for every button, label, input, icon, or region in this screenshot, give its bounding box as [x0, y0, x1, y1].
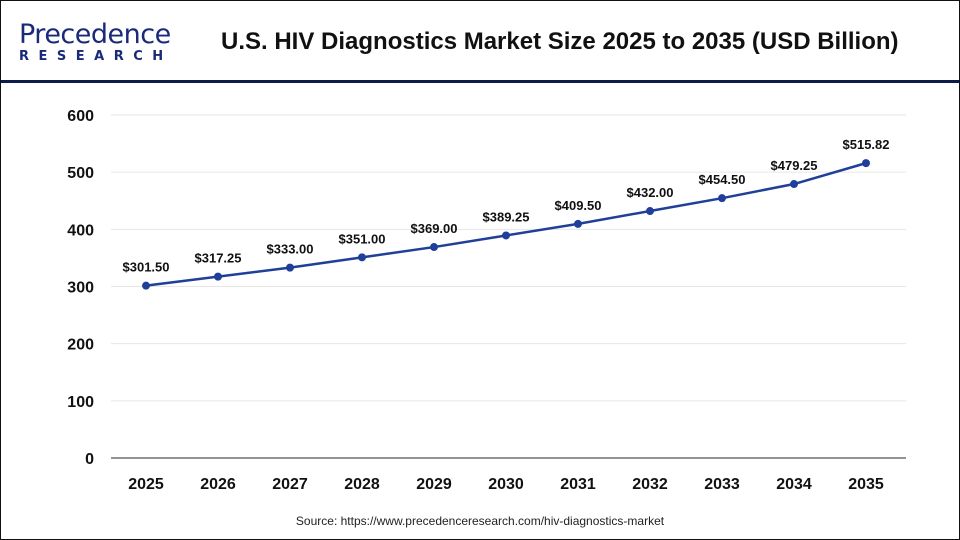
source-note: Source: https://www.precedenceresearch.c… — [295, 514, 665, 528]
chart-title: U.S. HIV Diagnostics Market Size 2025 to… — [221, 28, 899, 55]
data-label: $479.25 — [771, 158, 818, 173]
x-tick-label: 2030 — [488, 476, 524, 493]
data-label: $333.00 — [267, 242, 314, 257]
data-point — [142, 281, 150, 290]
x-tick-label: 2032 — [632, 476, 668, 493]
data-point — [286, 263, 294, 272]
x-tick-label: 2029 — [416, 476, 452, 493]
y-tick-label: 100 — [67, 394, 94, 411]
logo-line1: Precedence — [19, 19, 171, 50]
data-label: $454.50 — [699, 172, 746, 187]
data-point — [862, 159, 870, 168]
header: Precedence RESEARCH U.S. HIV Diagnostics… — [1, 1, 959, 83]
y-tick-label: 500 — [67, 165, 94, 182]
x-tick-label: 2025 — [128, 476, 164, 493]
x-tick-label: 2033 — [704, 476, 740, 493]
data-label: $317.25 — [195, 251, 242, 266]
data-point — [358, 253, 366, 262]
y-tick-label: 600 — [67, 108, 94, 125]
data-point — [214, 272, 222, 281]
x-tick-label: 2026 — [200, 476, 236, 493]
y-tick-label: 200 — [67, 337, 94, 354]
data-label: $301.50 — [123, 260, 170, 275]
data-point — [430, 243, 438, 252]
data-label: $369.00 — [411, 221, 458, 236]
data-point — [646, 207, 654, 216]
data-point — [790, 180, 798, 189]
x-tick-label: 2035 — [848, 476, 884, 493]
x-tick-label: 2027 — [272, 476, 308, 493]
x-tick-label: 2028 — [344, 476, 380, 493]
y-tick-label: 0 — [85, 451, 94, 468]
data-label: $432.00 — [627, 185, 674, 200]
data-label: $389.25 — [483, 209, 530, 224]
logo-line2: RESEARCH — [19, 49, 173, 64]
y-tick-label: 400 — [67, 222, 94, 239]
data-point — [574, 219, 582, 228]
data-point — [718, 194, 726, 203]
x-tick-label: 2034 — [776, 476, 812, 493]
x-tick-label: 2031 — [560, 476, 596, 493]
data-point — [502, 231, 510, 240]
y-tick-label: 300 — [67, 280, 94, 297]
logo: Precedence RESEARCH — [19, 19, 173, 65]
data-label: $351.00 — [339, 231, 386, 246]
data-label: $409.50 — [555, 198, 602, 213]
data-label: $515.82 — [843, 137, 890, 152]
